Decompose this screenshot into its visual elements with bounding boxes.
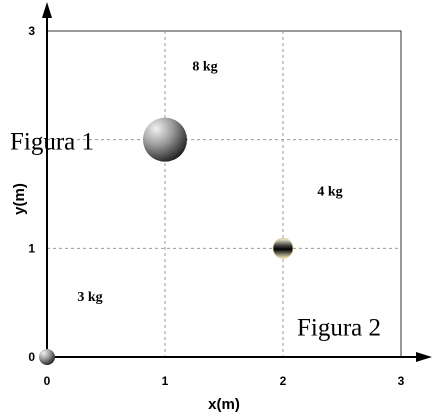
x-tick-labels: 0 1 2 3 bbox=[44, 374, 405, 388]
mass-label-4kg: 4 kg bbox=[317, 184, 342, 199]
y-axis-label: y(m) bbox=[11, 183, 28, 215]
x-tick-label: 1 bbox=[162, 374, 169, 388]
axes bbox=[42, 2, 432, 362]
x-axis-label: x(m) bbox=[208, 396, 240, 413]
y-tick-labels: 0 1 3 bbox=[28, 24, 35, 364]
x-tick-label: 0 bbox=[44, 374, 51, 388]
mass-label-3kg: 3 kg bbox=[77, 290, 102, 305]
point-labels: 3 kg 8 kg 4 kg Figura 1 Figura 2 bbox=[10, 60, 381, 342]
grid-lines bbox=[47, 31, 401, 357]
mass-point-3kg bbox=[39, 349, 55, 365]
y-tick-label: 3 bbox=[28, 24, 35, 38]
plot-frame bbox=[46, 30, 402, 358]
mass-points bbox=[39, 117, 294, 365]
y-axis-arrow-icon bbox=[42, 2, 52, 18]
mass-point-8kg bbox=[143, 117, 187, 162]
y-tick-label: 1 bbox=[28, 241, 35, 255]
figure-label-2: Figura 2 bbox=[297, 314, 381, 341]
x-axis-arrow-icon bbox=[416, 352, 432, 362]
figure-label-1: Figura 1 bbox=[10, 129, 94, 156]
plot-border bbox=[46, 30, 402, 358]
mass-label-8kg: 8 kg bbox=[192, 60, 217, 75]
y-tick-label: 0 bbox=[28, 350, 35, 364]
mass-point-4kg bbox=[272, 237, 294, 259]
x-tick-label: 3 bbox=[398, 374, 405, 388]
x-tick-label: 2 bbox=[280, 374, 287, 388]
